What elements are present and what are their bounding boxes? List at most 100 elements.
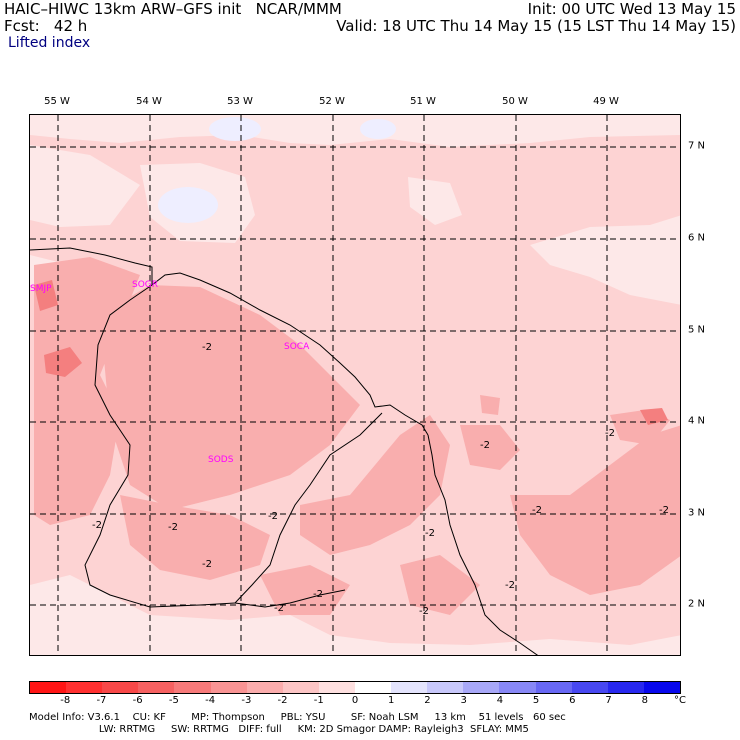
lon-label: 52 W — [319, 96, 345, 107]
border — [84, 284, 236, 608]
coastline — [151, 272, 429, 436]
lat-label: 4 N — [688, 415, 706, 427]
colorbar-tick-label: 5 — [532, 695, 540, 706]
colorbar-swatch — [66, 682, 103, 693]
map-panel: SMJP SOGR SOCA SODS -2 -2 -2 -2 -2 -2 -2… — [29, 114, 681, 656]
colorbar-swatch — [391, 682, 428, 693]
colorbar-swatch — [427, 682, 464, 693]
li-minus3-area — [44, 347, 82, 377]
li-minus2-area — [260, 565, 350, 615]
li-minus2-area — [300, 415, 450, 555]
li-minus2-area — [120, 495, 270, 580]
station-label: SOGR — [132, 280, 158, 290]
border — [234, 412, 383, 604]
colorbar-swatch — [535, 682, 572, 693]
lat-label: 7 N — [688, 140, 706, 152]
model-info-line2: LW: RRTMG SW: RRTMG DIFF: full KM: 2D Sm… — [29, 724, 529, 735]
map-boundaries — [30, 247, 539, 655]
positive-li-area — [209, 117, 261, 141]
contour-label: -2 — [168, 522, 178, 533]
colorbar-tick-label: 7 — [605, 695, 612, 706]
colorbar-swatch — [463, 682, 500, 693]
li-minus3-area — [640, 408, 668, 425]
colorbar-tick-label: 6 — [569, 695, 576, 706]
valid-time: Valid: 18 UTC Thu 14 May 15 (15 LST Thu … — [336, 17, 736, 35]
li-minus3-area — [34, 280, 58, 311]
contour-label: -2 — [425, 528, 435, 539]
li-minus2-area — [100, 285, 360, 510]
lat-label: 3 N — [688, 507, 706, 519]
contour-label: -2 — [532, 505, 542, 516]
contour-label: -2 — [659, 505, 669, 516]
li-minus2-area — [480, 395, 500, 415]
plot-title: HAIC–HIWC 13km ARW–GFS init NCAR/MMM — [4, 0, 342, 18]
colorbar-tick-label: -8 — [60, 695, 71, 706]
colorbar-swatch — [138, 682, 175, 693]
border — [234, 589, 346, 608]
colorbar-swatch — [282, 682, 319, 693]
contour-label: -2 — [268, 511, 278, 522]
colorbar-swatch — [210, 682, 247, 693]
lat-label: 5 N — [688, 324, 706, 336]
border — [427, 434, 539, 655]
positive-li-area — [158, 187, 218, 223]
lat-label: 6 N — [688, 232, 706, 244]
station-markers: SMJP SOGR SOCA SODS — [30, 280, 310, 465]
init-time: Init: 00 UTC Wed 13 May 15 — [527, 0, 736, 18]
colorbar-swatch — [102, 682, 139, 693]
forecast-hour: Fcst: 42 h — [4, 17, 88, 35]
light-shade-area — [30, 115, 680, 147]
contour-label: -2 — [92, 520, 102, 531]
colorbar — [29, 681, 681, 694]
contour-label: -2 — [480, 440, 490, 451]
li-minus2-area — [460, 425, 520, 470]
li-minus2-area — [400, 555, 480, 615]
contour-label: -2 — [274, 603, 284, 614]
lon-label: 49 W — [593, 96, 619, 107]
station-label: SMJP — [30, 284, 52, 294]
contour-label: -2 — [313, 589, 323, 600]
colorbar-tick-label: 2 — [424, 695, 431, 706]
colorbar-swatch — [354, 682, 392, 693]
contour-label: -2 — [505, 580, 515, 591]
contour-labels: -2 -2 -2 -2 -2 -2 -2 -2 -2 -2 -2 -2 -2 -… — [92, 342, 669, 617]
colorbar-swatch — [607, 682, 644, 693]
colorbar-swatch — [643, 682, 680, 693]
coastline — [30, 247, 153, 285]
contour-label: -2 — [202, 342, 212, 353]
colorbar-tick-label: -3 — [241, 695, 252, 706]
positive-li-area — [360, 119, 396, 139]
station-label: SODS — [208, 455, 234, 465]
colorbar-tick-label: 3 — [460, 695, 467, 706]
colorbar-tick-label: -4 — [205, 695, 216, 706]
colorbar-tick-label: 0 — [351, 695, 359, 706]
lon-label: 55 W — [44, 96, 70, 107]
light-shade-area — [408, 177, 462, 225]
station-label: SOCA — [284, 342, 310, 352]
contour-label: -2 — [202, 559, 212, 570]
colorbar-unit: °C — [674, 695, 686, 706]
lon-label: 50 W — [502, 96, 528, 107]
colorbar-swatch — [318, 682, 355, 693]
lon-label: 53 W — [227, 96, 253, 107]
model-info-line1: Model Info: V3.6.1 CU: KF MP: Thompson P… — [29, 712, 566, 723]
lon-label: 54 W — [136, 96, 162, 107]
colorbar-tick-label: 8 — [641, 695, 648, 706]
colorbar-tick-label: -7 — [96, 695, 107, 706]
lat-label: 2 N — [688, 598, 706, 610]
lon-label: 51 W — [410, 96, 436, 107]
contour-label: -2 — [605, 428, 615, 439]
lat-lon-grid — [30, 115, 680, 655]
colorbar-tick-label: -2 — [277, 695, 288, 706]
colorbar-swatch — [174, 682, 211, 693]
colorbar-swatch — [246, 682, 283, 693]
colorbar-tick-label: -6 — [132, 695, 143, 706]
li-minus2-area — [510, 425, 680, 595]
light-shade-area — [30, 575, 680, 655]
map-svg: SMJP SOGR SOCA SODS -2 -2 -2 -2 -2 -2 -2… — [30, 115, 680, 655]
colorbar-tick-label: -5 — [168, 695, 179, 706]
colorbar-swatch — [571, 682, 608, 693]
contour-label: -2 — [419, 606, 429, 617]
colorbar-tick-label: 1 — [388, 695, 395, 706]
colorbar-swatch — [30, 682, 67, 693]
